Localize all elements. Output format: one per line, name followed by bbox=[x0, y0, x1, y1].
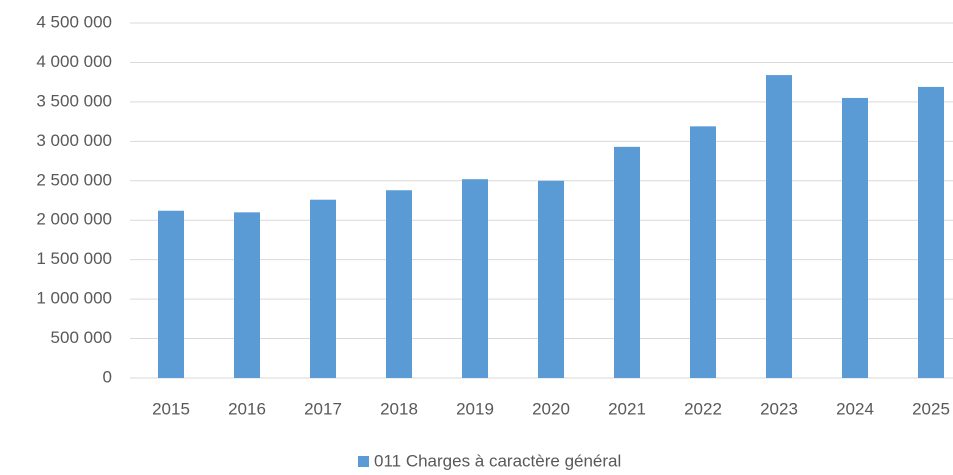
x-tick-label: 2018 bbox=[380, 399, 418, 418]
x-tick-label: 2024 bbox=[836, 399, 874, 418]
bar bbox=[462, 179, 488, 378]
bar bbox=[918, 86, 944, 379]
x-tick-label: 2017 bbox=[304, 399, 342, 418]
legend-label: 011 Charges à caractère général bbox=[374, 451, 621, 470]
legend-swatch bbox=[358, 456, 369, 467]
x-tick-label: 2022 bbox=[684, 399, 722, 418]
y-tick-label: 2 000 000 bbox=[36, 210, 112, 229]
x-tick-label: 2025 bbox=[912, 399, 950, 418]
bar bbox=[842, 97, 868, 378]
bar bbox=[690, 126, 716, 378]
bar bbox=[538, 180, 564, 378]
bar bbox=[614, 146, 640, 378]
x-tick-label: 2015 bbox=[152, 399, 190, 418]
x-tick-label: 2021 bbox=[608, 399, 646, 418]
bar bbox=[234, 212, 260, 378]
y-tick-label: 3 000 000 bbox=[36, 131, 112, 150]
bar bbox=[310, 199, 336, 378]
bar bbox=[386, 190, 412, 378]
y-tick-label: 4 000 000 bbox=[36, 52, 112, 71]
y-tick-label: 1 500 000 bbox=[36, 249, 112, 268]
y-tick-label: 1 000 000 bbox=[36, 289, 112, 308]
bar bbox=[158, 210, 184, 378]
bar bbox=[766, 75, 792, 379]
x-tick-label: 2016 bbox=[228, 399, 266, 418]
y-tick-label: 4 500 000 bbox=[36, 12, 112, 31]
y-tick-label: 500 000 bbox=[51, 328, 112, 347]
y-tick-label: 0 bbox=[103, 367, 112, 386]
y-tick-label: 3 500 000 bbox=[36, 91, 112, 110]
y-tick-label: 2 500 000 bbox=[36, 170, 112, 189]
x-tick-label: 2019 bbox=[456, 399, 494, 418]
x-tick-label: 2023 bbox=[760, 399, 798, 418]
x-tick-label: 2020 bbox=[532, 399, 570, 418]
